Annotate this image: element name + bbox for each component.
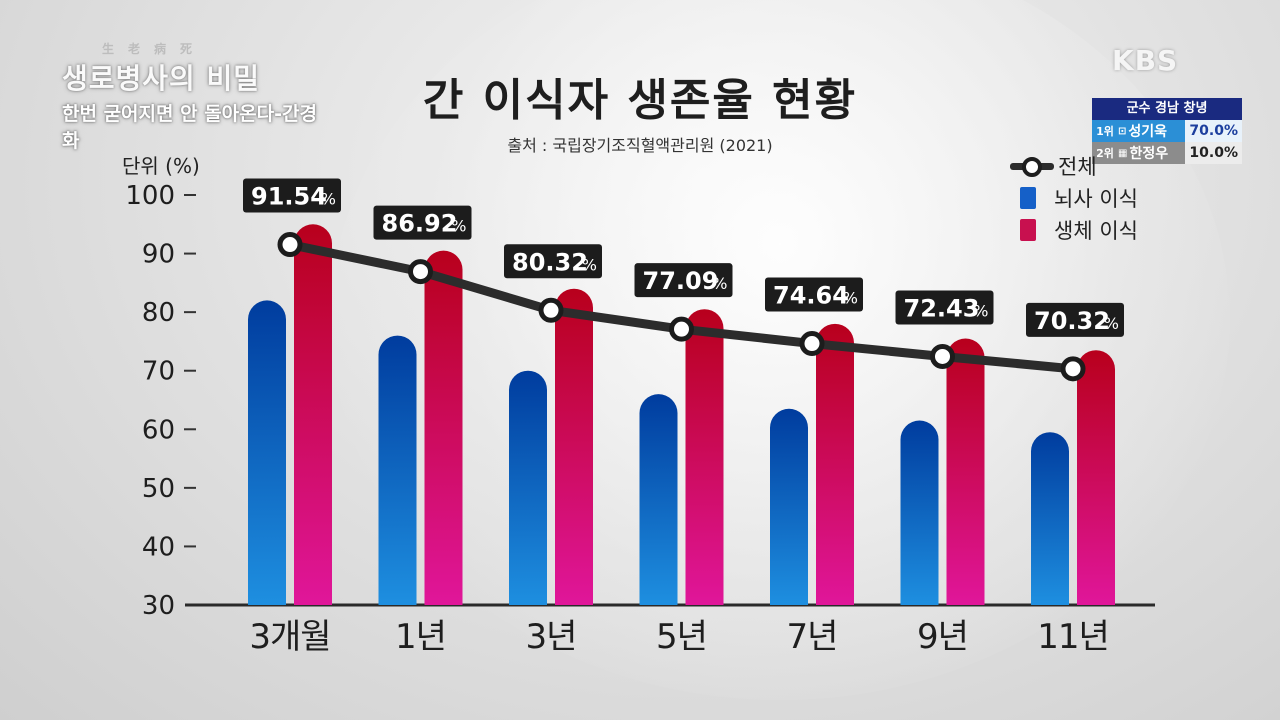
bar-deceased-donor — [248, 300, 286, 605]
bar-living-donor — [1077, 350, 1115, 605]
data-label-box — [765, 277, 863, 312]
chart-legend: 전체 뇌사 이식 생체 이식 — [1010, 150, 1138, 246]
data-label-value: 72.43 — [904, 294, 980, 322]
x-tick-label: 9년 — [917, 617, 968, 657]
y-tick-label: 50 — [142, 474, 175, 504]
bar-living-donor — [685, 309, 724, 605]
data-label-value: 70.32 — [1034, 307, 1110, 335]
data-label-value: 91.54 — [251, 183, 327, 211]
data-label: 70.32% — [1026, 302, 1124, 337]
program-title: 생로병사의 비밀 — [62, 62, 261, 95]
total-point-marker — [669, 316, 694, 342]
y-tick-label: 40 — [142, 532, 175, 562]
total-point-marker — [538, 297, 564, 323]
legend-item-living-donor: 생체 이식 — [1010, 214, 1138, 246]
bar-living-donor — [946, 338, 985, 605]
chart-source: 출처 : 국립장기조직혈액관리원 (2021) — [507, 136, 773, 155]
y-tick-label: 90 — [142, 240, 175, 270]
y-tick-label: 100 — [125, 181, 175, 211]
data-label: 74.64% — [765, 277, 863, 312]
y-axis-unit-label: 단위 (%) — [122, 154, 200, 178]
data-label: 80.32% — [504, 244, 602, 279]
bar-deceased-donor — [509, 370, 547, 605]
x-tick-label: 11년 — [1037, 617, 1109, 657]
data-label-box — [1026, 302, 1124, 337]
party-symbol-icon: ⊡ — [1118, 125, 1127, 137]
legend-label: 뇌사 이식 — [1054, 187, 1138, 211]
election-percent: 10.0% — [1185, 142, 1242, 164]
data-label-value: 86.92 — [382, 210, 458, 238]
election-candidate: 한정우 — [1129, 146, 1169, 162]
x-tick-label: 1년 — [395, 617, 446, 657]
data-label-box — [504, 244, 602, 279]
election-candidate: 성기욱 — [1128, 124, 1168, 140]
election-ticker: 군수 경남 창녕 1위 ⊡ 성기욱 70.0% 2위 ▦ 한정우 10.0% — [1092, 98, 1242, 164]
bar-deceased-donor — [770, 408, 808, 605]
data-label-box — [634, 263, 733, 298]
data-label-unit: % — [321, 190, 336, 209]
data-label-unit: % — [973, 301, 988, 320]
program-logo: 生老病死 생로병사의 비밀 한번 굳어지면 안 돌아온다-간경화 — [62, 40, 322, 153]
x-tick-label: 5년 — [656, 617, 707, 657]
y-tick-label: 80 — [142, 298, 175, 328]
election-row: 2위 ▦ 한정우 10.0% — [1092, 142, 1242, 164]
chart-title: 간 이식자 생존율 현황 — [422, 75, 858, 126]
data-label-value: 77.09 — [643, 267, 719, 295]
bar-living-donor — [816, 323, 854, 605]
legend-line-marker-icon — [1010, 155, 1054, 177]
bar-deceased-donor — [378, 335, 417, 605]
data-label-value: 74.64 — [773, 282, 849, 310]
total-point-marker — [799, 331, 825, 357]
data-label: 86.92% — [373, 205, 472, 240]
data-label-box — [373, 205, 472, 240]
data-label: 91.54% — [243, 178, 341, 213]
data-label-unit: % — [451, 217, 466, 236]
bar-living-donor — [555, 288, 593, 605]
data-label-value: 80.32 — [512, 248, 588, 276]
legend-item-deceased-donor: 뇌사 이식 — [1010, 182, 1138, 214]
bar-deceased-donor — [639, 394, 678, 605]
y-tick-label: 30 — [142, 591, 175, 621]
total-point-marker — [408, 259, 433, 285]
bar-living-donor — [424, 250, 463, 605]
data-label-unit: % — [712, 274, 727, 293]
data-label-unit: % — [1104, 314, 1119, 333]
election-rank: 1위 — [1096, 125, 1114, 138]
broadcaster-logo: KBS — [1112, 44, 1179, 77]
legend-swatch-blue — [1020, 187, 1036, 209]
legend-swatch-red — [1020, 219, 1036, 241]
legend-item-total: 전체 — [1010, 150, 1138, 182]
total-point-marker — [930, 343, 955, 369]
total-point-marker — [1060, 356, 1086, 382]
legend-label: 전체 — [1058, 155, 1097, 179]
data-label-unit: % — [582, 255, 597, 274]
election-ticker-header: 군수 경남 창녕 — [1092, 98, 1242, 120]
election-row: 1위 ⊡ 성기욱 70.0% — [1092, 120, 1242, 142]
data-label: 72.43% — [895, 290, 994, 325]
data-label-unit: % — [843, 289, 858, 308]
bar-deceased-donor — [1031, 432, 1069, 605]
election-rank: 2위 — [1096, 147, 1114, 160]
data-label-box — [895, 290, 994, 325]
y-tick-label: 60 — [142, 415, 175, 445]
total-point-marker — [277, 232, 303, 258]
x-tick-label: 3년 — [526, 617, 577, 657]
x-tick-label: 7년 — [787, 617, 838, 657]
legend-label: 생체 이식 — [1054, 219, 1138, 243]
x-tick-label: 3개월 — [249, 617, 330, 657]
election-percent: 70.0% — [1185, 120, 1242, 142]
data-label: 77.09% — [634, 263, 733, 298]
y-tick-label: 70 — [142, 357, 175, 387]
bar-deceased-donor — [900, 420, 939, 605]
bar-living-donor — [294, 224, 332, 605]
episode-subtitle: 한번 굳어지면 안 돌아온다-간경화 — [62, 103, 317, 152]
data-label-box — [243, 178, 341, 213]
program-logo-hanja: 生老病死 — [102, 42, 207, 56]
party-symbol-icon: ▦ — [1118, 147, 1128, 159]
